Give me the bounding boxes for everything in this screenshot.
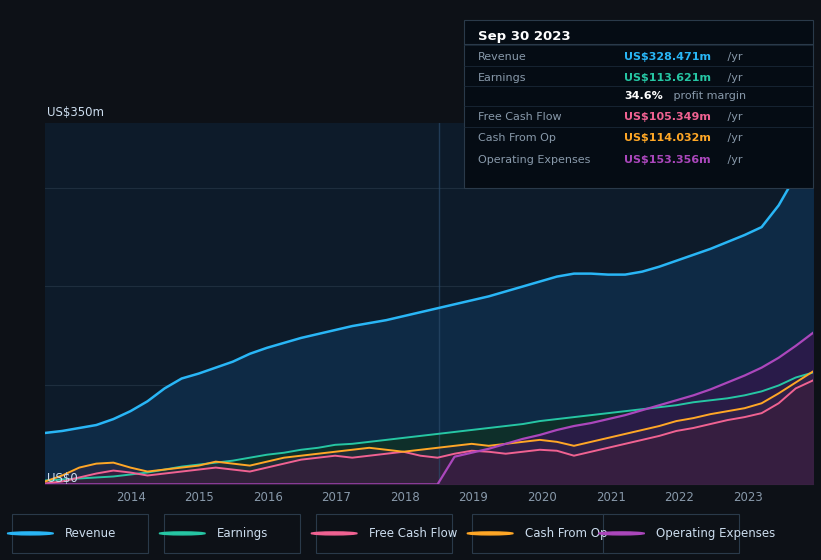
Text: US$350m: US$350m: [47, 105, 103, 119]
Circle shape: [159, 532, 205, 535]
Text: Earnings: Earnings: [478, 73, 526, 82]
Text: /yr: /yr: [724, 133, 743, 143]
Text: US$113.621m: US$113.621m: [624, 73, 711, 82]
Text: US$114.032m: US$114.032m: [624, 133, 711, 143]
Text: Cash From Op: Cash From Op: [525, 527, 607, 540]
Text: Sep 30 2023: Sep 30 2023: [478, 30, 571, 43]
Text: Operating Expenses: Operating Expenses: [656, 527, 775, 540]
Text: Free Cash Flow: Free Cash Flow: [478, 112, 562, 122]
Text: Free Cash Flow: Free Cash Flow: [369, 527, 457, 540]
Text: 34.6%: 34.6%: [624, 91, 663, 101]
Text: profit margin: profit margin: [670, 91, 745, 101]
Text: Earnings: Earnings: [217, 527, 268, 540]
Text: Revenue: Revenue: [65, 527, 117, 540]
FancyBboxPatch shape: [472, 514, 608, 553]
Text: /yr: /yr: [724, 52, 743, 62]
Text: US$0: US$0: [47, 472, 77, 486]
Text: /yr: /yr: [724, 155, 743, 165]
Circle shape: [311, 532, 357, 535]
Text: US$328.471m: US$328.471m: [624, 52, 711, 62]
FancyBboxPatch shape: [316, 514, 452, 553]
Text: /yr: /yr: [724, 112, 743, 122]
Circle shape: [467, 532, 513, 535]
FancyBboxPatch shape: [164, 514, 300, 553]
Text: /yr: /yr: [724, 73, 743, 82]
Circle shape: [599, 532, 644, 535]
Text: Revenue: Revenue: [478, 52, 526, 62]
Text: US$153.356m: US$153.356m: [624, 155, 711, 165]
Text: US$105.349m: US$105.349m: [624, 112, 711, 122]
Text: Operating Expenses: Operating Expenses: [478, 155, 590, 165]
FancyBboxPatch shape: [464, 20, 813, 188]
Circle shape: [7, 532, 53, 535]
Text: Cash From Op: Cash From Op: [478, 133, 556, 143]
FancyBboxPatch shape: [12, 514, 148, 553]
FancyBboxPatch shape: [603, 514, 739, 553]
